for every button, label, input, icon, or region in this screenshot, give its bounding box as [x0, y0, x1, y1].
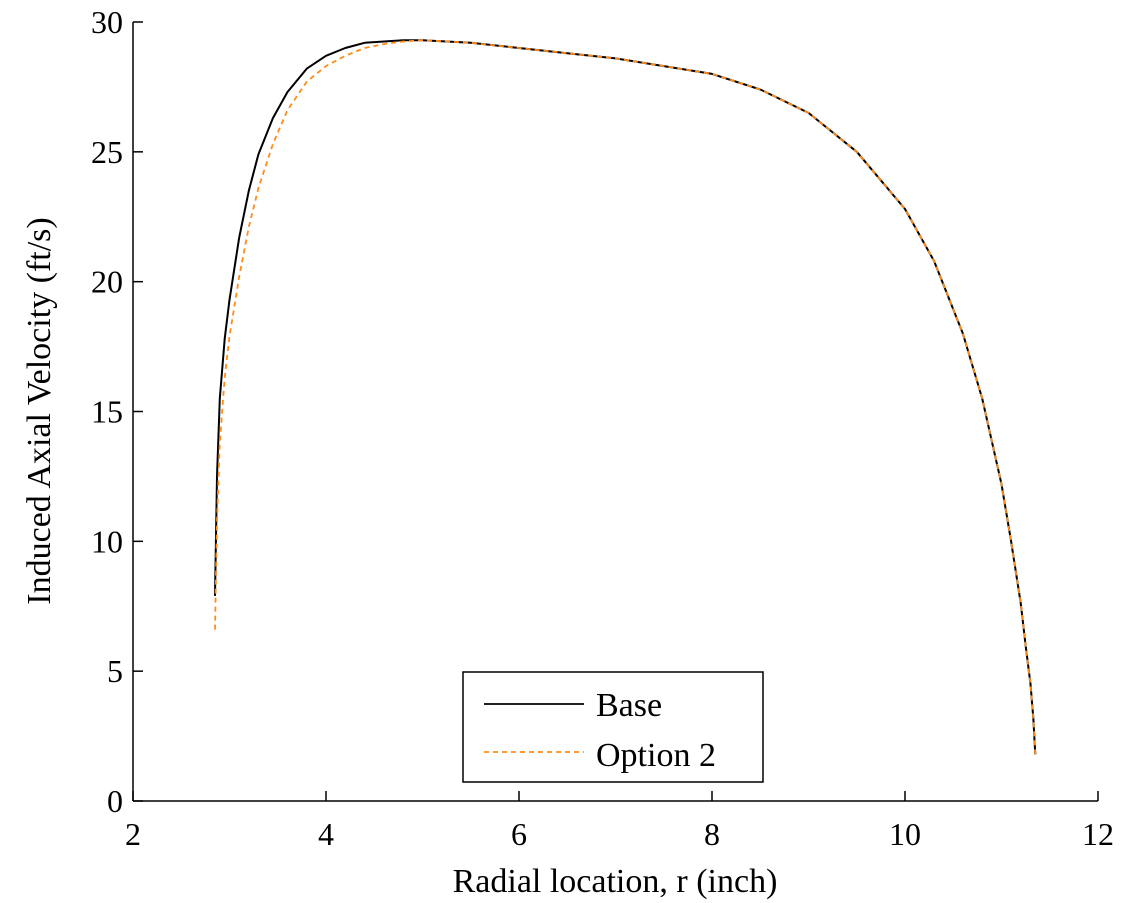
y-tick-label: 0: [107, 783, 123, 819]
series-line-base: [214, 39, 1037, 755]
x-tick-label: 10: [889, 816, 921, 852]
y-tick-label: 5: [107, 653, 123, 689]
y-tick-label: 20: [91, 264, 123, 300]
legend: Base Option 2: [462, 671, 764, 783]
y-tick-label: 10: [91, 523, 123, 559]
x-tick-label: 8: [704, 816, 720, 852]
y-tick-labels: 0 5 10 15 20 25 30: [91, 4, 123, 819]
axes: [132, 21, 1099, 802]
x-axis-title: Radial location, r (inch): [453, 863, 778, 900]
y-axis-title: Induced Axial Velocity (ft/s): [21, 217, 58, 604]
x-tick-label: 12: [1082, 816, 1114, 852]
y-tick-label: 30: [91, 4, 123, 40]
legend-box: [462, 671, 764, 783]
x-tick-label: 2: [125, 816, 141, 852]
plot-lines: [214, 39, 1037, 755]
y-tick-label: 25: [91, 134, 123, 170]
series-line-option-2: [214, 39, 1037, 755]
legend-label-base: Base: [596, 687, 662, 724]
x-tick-labels: 2 4 6 8 10 12: [125, 816, 1114, 852]
x-tick-label: 4: [318, 816, 334, 852]
legend-label-option-2: Option 2: [596, 737, 716, 774]
x-tick-label: 6: [511, 816, 527, 852]
y-tick-label: 15: [91, 394, 123, 430]
